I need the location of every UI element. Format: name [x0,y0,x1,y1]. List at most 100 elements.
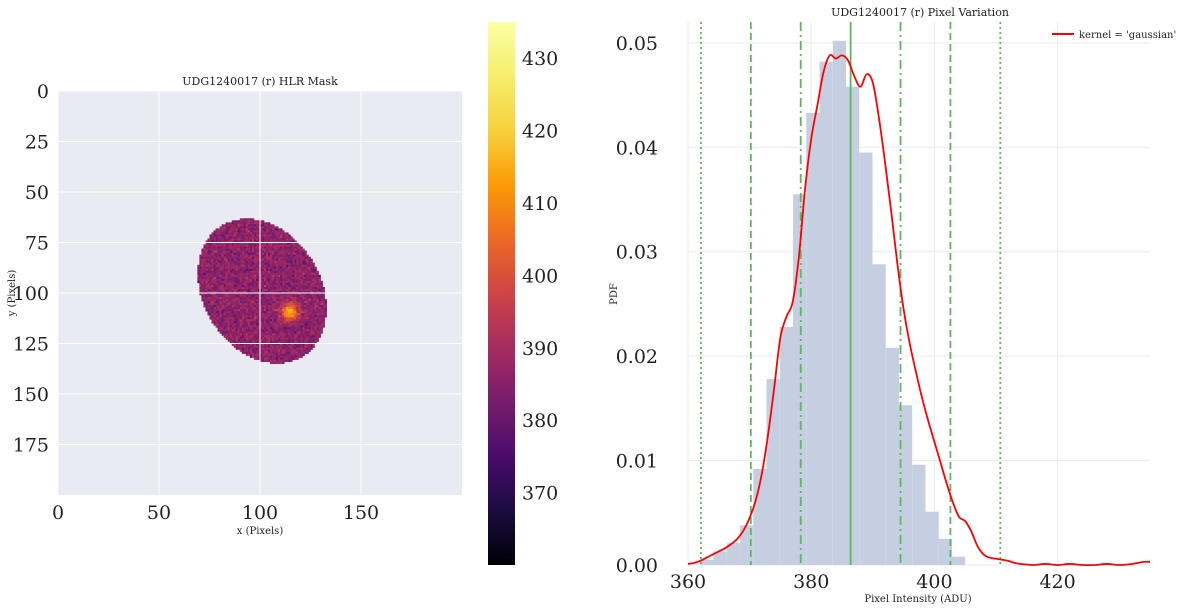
heatmap-cell [264,230,267,233]
heatmap-cell [316,321,319,324]
heatmap-cell [251,353,255,356]
heatmap-cell [318,297,321,300]
heatmap-cell [235,278,239,282]
heatmap-cell [288,282,291,286]
heatmap-cell [266,290,269,294]
heatmap-cell [306,315,309,318]
heatmap-cell [318,282,321,286]
heatmap-cell [233,278,237,282]
heatmap-cell [280,307,283,310]
heatmap-cell [241,335,245,338]
heatmap-cell [262,349,265,352]
heatmap-cell [227,242,230,245]
heatmap-cell [318,309,321,312]
heatmap-cell [211,272,214,276]
heatmap-cell [245,341,249,344]
heatmap-cell [257,343,261,346]
heatmap-cell [274,226,277,229]
heatmap-cell [264,301,267,304]
heatmap-cell [314,276,317,280]
heatmap-cell [264,331,267,334]
heatmap-cell [227,222,230,225]
heatmap-cell [290,293,293,296]
heatmap-cell [260,309,263,312]
heatmap-cell [310,335,313,338]
heatmap-cell [286,351,289,354]
heatmap-cell [292,242,295,245]
heatmap-cell [243,331,247,334]
heatmap-cell [272,288,275,292]
heatmap-cell [312,288,315,292]
heatmap-cell [235,282,239,286]
heatmap-cell [290,290,293,294]
heatmap-cell [257,244,261,247]
heatmap-cell [316,325,319,328]
heatmap-cell [262,270,265,274]
heatmap-cell [225,295,228,298]
heatmap-cell [314,341,317,344]
heatmap-cell [266,329,269,332]
heatmap-cell [211,266,214,270]
heatmap-cell [225,278,228,282]
heatmap-cell [257,313,261,316]
heatmap-cell [262,319,265,322]
heatmap-cell [304,266,307,270]
heatmap-cell [223,228,226,231]
heatmap-cell [229,286,233,290]
heatmap-cell [300,295,303,298]
heatmap-cell [227,266,230,270]
heatmap-y-tick-label: 125 [13,334,49,356]
heatmap-cell [266,301,269,304]
heatmap-cell [225,276,228,280]
heatmap-cell [203,276,206,280]
heatmap-cell [260,258,263,261]
heatmap-cell [292,325,295,328]
heatmap-cell [322,319,325,322]
heatmap-cell [290,272,293,276]
heatmap-cell [241,238,245,241]
heatmap-cell [296,299,299,302]
heatmap-cell [223,272,226,276]
heatmap-cell [284,256,287,259]
heatmap-cell [221,319,224,322]
heatmap-cell [318,290,321,294]
heatmap-cell [262,345,265,348]
heatmap-cell [268,286,271,290]
heatmap-cell [221,329,224,332]
heatmap-cell [237,272,241,276]
heatmap-cell [221,262,224,266]
heatmap-cell [268,293,271,296]
heatmap-cell [247,333,251,336]
heatmap-cell [282,341,285,344]
heatmap-cell [209,248,212,251]
heatmap-cell [233,240,237,243]
heatmap-cell [276,341,279,344]
heatmap-cell [201,250,204,253]
heatmap-cell [199,288,202,292]
heatmap-cell [205,309,208,312]
heatmap-cell [213,244,216,247]
heatmap-cell [280,256,283,259]
heatmap-cell [219,238,222,241]
heatmap-cell [205,280,208,284]
heatmap-cell [235,343,239,346]
heatmap-cell [221,293,224,296]
heatmap-cell [268,347,271,350]
heatmap-cell [217,266,220,270]
heatmap-cell [264,311,267,314]
heatmap-cell [225,337,228,340]
heatmap-cell [229,268,233,272]
heatmap-cell [310,282,313,286]
heatmap-cell [239,288,243,292]
heatmap-cell [308,274,311,278]
heatmap-cell [316,293,319,296]
heatmap-cell [280,246,283,249]
heatmap-cell [243,262,247,266]
heatmap-cell [268,228,271,231]
heatmap-cell [270,357,273,360]
heatmap-cell [249,311,253,314]
heatmap-cell [219,321,222,324]
heatmap-cell [268,268,271,272]
heatmap-cell [243,276,247,280]
heatmap-y-tick-label: 50 [25,182,49,204]
